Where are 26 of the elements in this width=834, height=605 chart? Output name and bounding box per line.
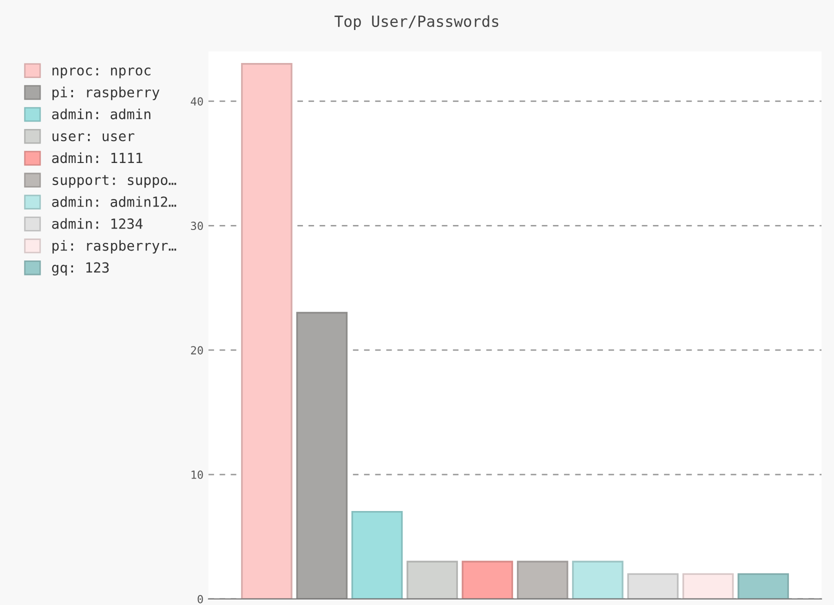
bar — [682, 573, 734, 599]
bar — [296, 312, 348, 599]
legend-label: admin: 1234 — [52, 218, 143, 229]
legend-label: support: suppo… — [52, 175, 176, 188]
legend-label: user: user — [52, 133, 134, 142]
legend-label: gq: 123 — [52, 262, 109, 276]
y-tick-label: 40 — [190, 97, 203, 106]
y-tick-label: 30 — [191, 222, 203, 230]
bar — [738, 573, 789, 599]
legend-label: pi: raspberry — [52, 86, 160, 100]
legend-label: admin: admin12… — [52, 196, 176, 208]
chart-title: Top User/Passwords — [334, 15, 498, 30]
legend-label: pi: raspberryr… — [52, 240, 176, 254]
bar — [572, 560, 624, 599]
bar — [406, 560, 458, 599]
y-tick-label: 10 — [192, 470, 203, 479]
y-tick-label: 20 — [191, 346, 203, 354]
bar — [516, 560, 568, 599]
legend-label: admin: 1111 — [52, 152, 142, 164]
legend-label: nproc: nproc — [52, 68, 150, 78]
y-tick-label: 0 — [198, 594, 203, 604]
bar — [241, 63, 292, 599]
bar — [462, 560, 514, 599]
bar — [351, 511, 403, 599]
bar — [627, 573, 679, 599]
legend-label: admin: admin — [52, 108, 150, 120]
